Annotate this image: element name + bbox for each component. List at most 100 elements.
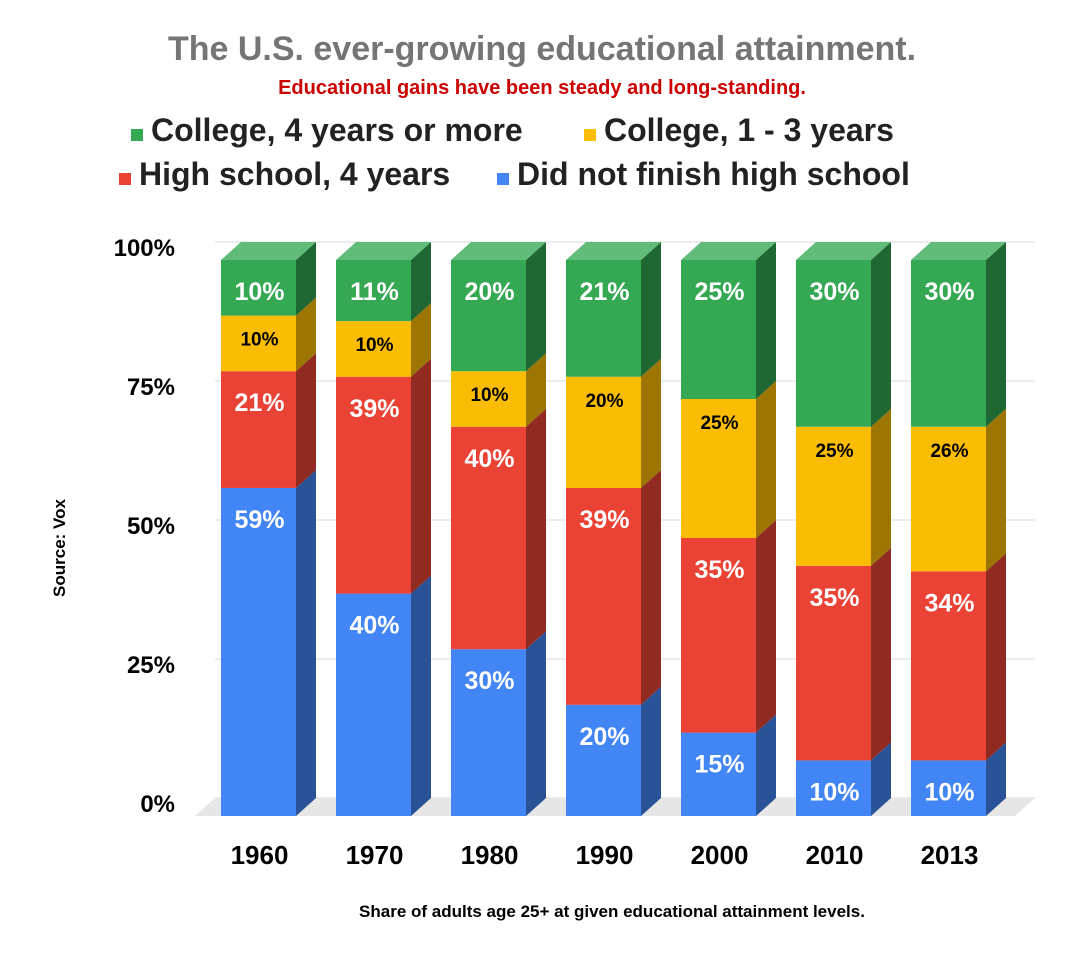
- bar-side: [641, 686, 661, 816]
- bar-side: [526, 408, 546, 650]
- chart-title: The U.S. ever-growing educational attain…: [168, 30, 916, 68]
- bar-side: [526, 631, 546, 816]
- bar-segment: [566, 376, 641, 488]
- data-label: 35%: [809, 584, 859, 612]
- data-label: 30%: [924, 278, 974, 306]
- bar-side: [756, 242, 776, 399]
- y-tick-label: 50%: [127, 513, 175, 540]
- data-label: 10%: [234, 278, 284, 306]
- bar-segment: [911, 426, 986, 572]
- x-tick-label: 2010: [806, 840, 864, 870]
- bar-segment: [681, 260, 756, 399]
- bar-side: [296, 469, 316, 816]
- legend-label: Did not finish high school: [517, 156, 910, 192]
- data-label: 20%: [464, 278, 514, 306]
- bar-side: [986, 408, 1006, 572]
- data-label: 40%: [464, 445, 514, 473]
- bar-segment: [911, 760, 986, 816]
- bar-segment: [796, 260, 871, 427]
- chart-subtitle: Educational gains have been steady and l…: [278, 77, 806, 99]
- bar-top: [336, 242, 431, 260]
- bar-segment: [911, 571, 986, 761]
- data-label: 39%: [579, 506, 629, 534]
- bars: 59%21%10%10%40%39%10%11%30%40%10%20%20%3…: [221, 242, 1006, 816]
- bar-side: [871, 742, 891, 816]
- bar-segment: [221, 371, 296, 488]
- data-label: 26%: [930, 441, 968, 462]
- bar-segment: [566, 260, 641, 377]
- bar-segment: [451, 426, 526, 650]
- bar-stack: 20% 39% 20% 21%: [566, 242, 661, 816]
- bar-side: [641, 358, 661, 488]
- data-label: 39%: [349, 395, 399, 423]
- y-tick-label: 75%: [127, 374, 175, 401]
- bar-side: [986, 553, 1006, 761]
- legend: College, 4 years or more College, 1 - 3 y…: [119, 112, 910, 192]
- x-axis-label: Share of adults age 25+ at given educati…: [359, 902, 865, 921]
- bar-segment: [681, 399, 756, 538]
- bar-side: [296, 353, 316, 488]
- bar-segment: [451, 260, 526, 372]
- data-label: 10%: [240, 330, 278, 351]
- bar-segment: [796, 760, 871, 816]
- y-axis-label: Source: Vox: [50, 498, 69, 596]
- data-label: 10%: [924, 778, 974, 806]
- data-label: 21%: [579, 278, 629, 306]
- legend-swatch: [119, 173, 131, 185]
- data-label: 10%: [809, 778, 859, 806]
- bar-segment: [221, 315, 296, 372]
- x-tick-label: 1990: [576, 840, 634, 870]
- bar-side: [411, 303, 431, 377]
- legend-label: High school, 4 years: [139, 156, 450, 192]
- bar-side: [756, 714, 776, 816]
- bar-side: [641, 469, 661, 705]
- bar-side: [411, 575, 431, 816]
- bar-segment: [796, 426, 871, 566]
- bar-segment: [681, 538, 756, 733]
- x-tick-label: 1960: [231, 840, 289, 870]
- bar-stack: 10% 34% 26% 30%: [911, 242, 1006, 816]
- bar-segment: [336, 593, 411, 816]
- x-tick-label: 1980: [461, 840, 519, 870]
- bar-side: [871, 242, 891, 427]
- bar-side: [526, 242, 546, 372]
- bar-side: [641, 242, 661, 377]
- legend-swatch: [584, 129, 596, 141]
- bar-segment: [336, 260, 411, 322]
- bar-side: [296, 242, 316, 316]
- x-tick-label: 1970: [346, 840, 404, 870]
- bar-stack: 59% 21% 10% 10%: [221, 242, 316, 816]
- bar-side: [526, 353, 546, 427]
- data-label: 25%: [815, 441, 853, 462]
- bar-segment: [336, 376, 411, 594]
- data-label: 30%: [809, 278, 859, 306]
- legend-swatch: [497, 173, 509, 185]
- bar-stack: 30% 40% 10% 20%: [451, 242, 546, 816]
- legend-label: College, 1 - 3 years: [604, 112, 894, 148]
- bar-side: [411, 242, 431, 322]
- bar-segment: [336, 321, 411, 377]
- data-label: 59%: [234, 506, 284, 534]
- bar-segment: [796, 565, 871, 761]
- data-label: 34%: [924, 589, 974, 617]
- bar-side: [871, 408, 891, 566]
- data-label: 30%: [464, 667, 514, 695]
- data-label: 10%: [470, 385, 508, 406]
- bar-segment: [451, 371, 526, 427]
- data-label: 10%: [355, 335, 393, 356]
- x-tick-label: 2013: [921, 840, 979, 870]
- bar-top: [796, 242, 891, 260]
- bar-side: [411, 358, 431, 594]
- bar-side: [986, 242, 1006, 427]
- bar-side: [296, 297, 316, 372]
- bar-stack: 10% 35% 25% 30%: [796, 242, 891, 816]
- data-label: 15%: [694, 751, 744, 779]
- bar-top: [911, 242, 1006, 260]
- bar-segment: [566, 704, 641, 816]
- bar-segment: [451, 649, 526, 816]
- bar-side: [871, 547, 891, 761]
- bar-side: [756, 381, 776, 538]
- bar-segment: [681, 732, 756, 816]
- bar-stack: 15% 35% 25% 25%: [681, 242, 776, 816]
